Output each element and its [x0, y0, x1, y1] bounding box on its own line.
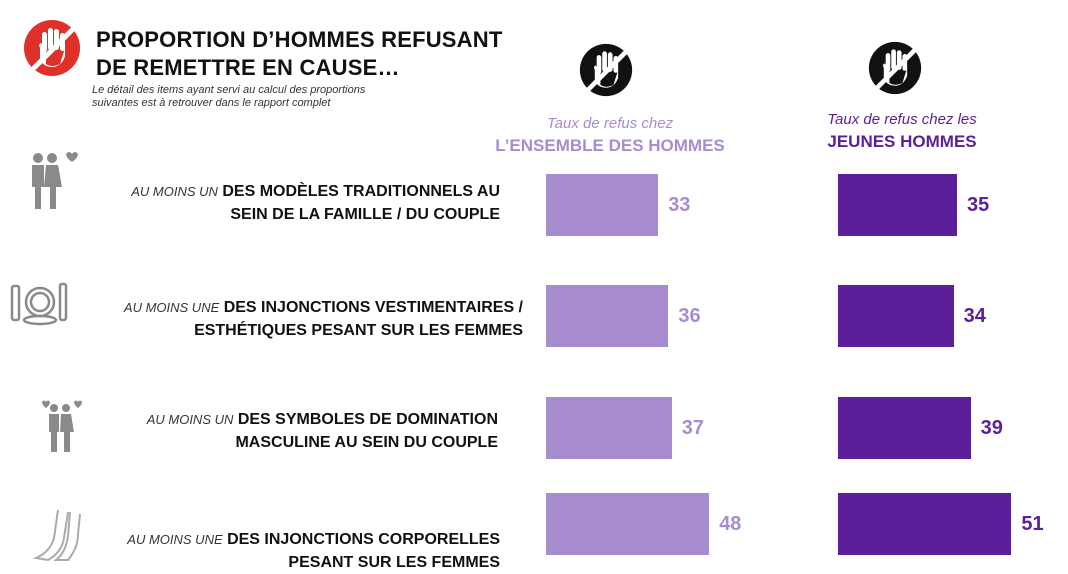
couple-hearts-icon — [42, 400, 82, 452]
row-label-line2: MASCULINE AU SEIN DU COUPLE — [235, 434, 498, 451]
series-header-sub: Taux de refus chez les — [827, 111, 977, 128]
row-label-prefix: AU MOINS UN — [131, 184, 218, 199]
series-header-main: JEUNES HOMMES — [827, 132, 977, 151]
row-label-line1: DES INJONCTIONS CORPORELLES — [227, 531, 500, 548]
row-label-line2: ESTHÉTIQUES PESANT SUR LES FEMMES — [194, 322, 523, 339]
bar-series1-row3 — [546, 397, 672, 459]
row-label-line1: DES SYMBOLES DE DOMINATION — [237, 411, 498, 428]
series-header-young-men: Taux de refus chez les JEUNES HOMMES — [752, 110, 1052, 154]
series-header-all-men: Taux de refus chez L’ENSEMBLE DES HOMMES — [460, 114, 760, 158]
bar-series2-row1 — [838, 174, 957, 236]
row-label-body-injunctions: AU MOINS UNE DES INJONCTIONS CORPORELLES… — [40, 528, 500, 574]
hand-stop-icon — [24, 20, 80, 76]
data-label-series2-row1: 35 — [967, 194, 990, 216]
couple-kiss-icon — [32, 152, 78, 209]
row-label-domination-symbols: AU MOINS UN DES SYMBOLES DE DOMINATION M… — [38, 408, 498, 454]
row-label-clothing-injunctions: AU MOINS UNE DES INJONCTIONS VESTIMENTAI… — [43, 296, 523, 342]
series-header-sub: Taux de refus chez — [546, 115, 674, 132]
data-label-series2-row4: 51 — [1021, 513, 1044, 535]
row-label-line1: DES INJONCTIONS VESTIMENTAIRES / — [223, 299, 523, 316]
page-title: PROPORTION D’HOMMES REFUSANT DE REMETTRE… — [96, 27, 503, 80]
hand-stop-icon — [579, 43, 633, 97]
row-label-prefix: AU MOINS UN — [146, 412, 234, 427]
row-label-line1: DES MODÈLES TRADITIONNELS AU — [222, 183, 500, 200]
hand-stop-icon — [868, 41, 922, 95]
data-label-series1-row2: 36 — [678, 305, 701, 327]
row-label-prefix: AU MOINS UNE — [123, 300, 220, 315]
bar-series1-row4 — [546, 493, 710, 555]
data-label-series1-row1: 33 — [668, 194, 691, 216]
makeup-icon — [10, 282, 68, 326]
data-label-series2-row3: 39 — [980, 417, 1003, 439]
page-subtitle: Le détail des items ayant servi au calcu… — [92, 84, 366, 109]
bar-series2-row4 — [838, 493, 1012, 555]
bar-series2-row3 — [838, 397, 971, 459]
bar-series2-row2 — [838, 285, 954, 347]
row-label-line2: SEIN DE LA FAMILLE / DU COUPLE — [230, 206, 500, 223]
bar-series1-row2 — [546, 285, 669, 347]
row-label-line2: PESANT SUR LES FEMMES — [288, 554, 500, 571]
row-label-prefix: AU MOINS UNE — [127, 532, 223, 547]
series-header-main: L’ENSEMBLE DES HOMMES — [495, 136, 725, 155]
data-label-series1-row4: 48 — [719, 513, 742, 535]
data-label-series2-row2: 34 — [963, 305, 986, 327]
data-label-series1-row3: 37 — [681, 417, 705, 439]
legs-icon — [32, 509, 81, 562]
row-label-traditional-models: AU MOINS UN DES MODÈLES TRADITIONNELS AU… — [40, 180, 500, 226]
bar-series1-row1 — [546, 174, 659, 236]
